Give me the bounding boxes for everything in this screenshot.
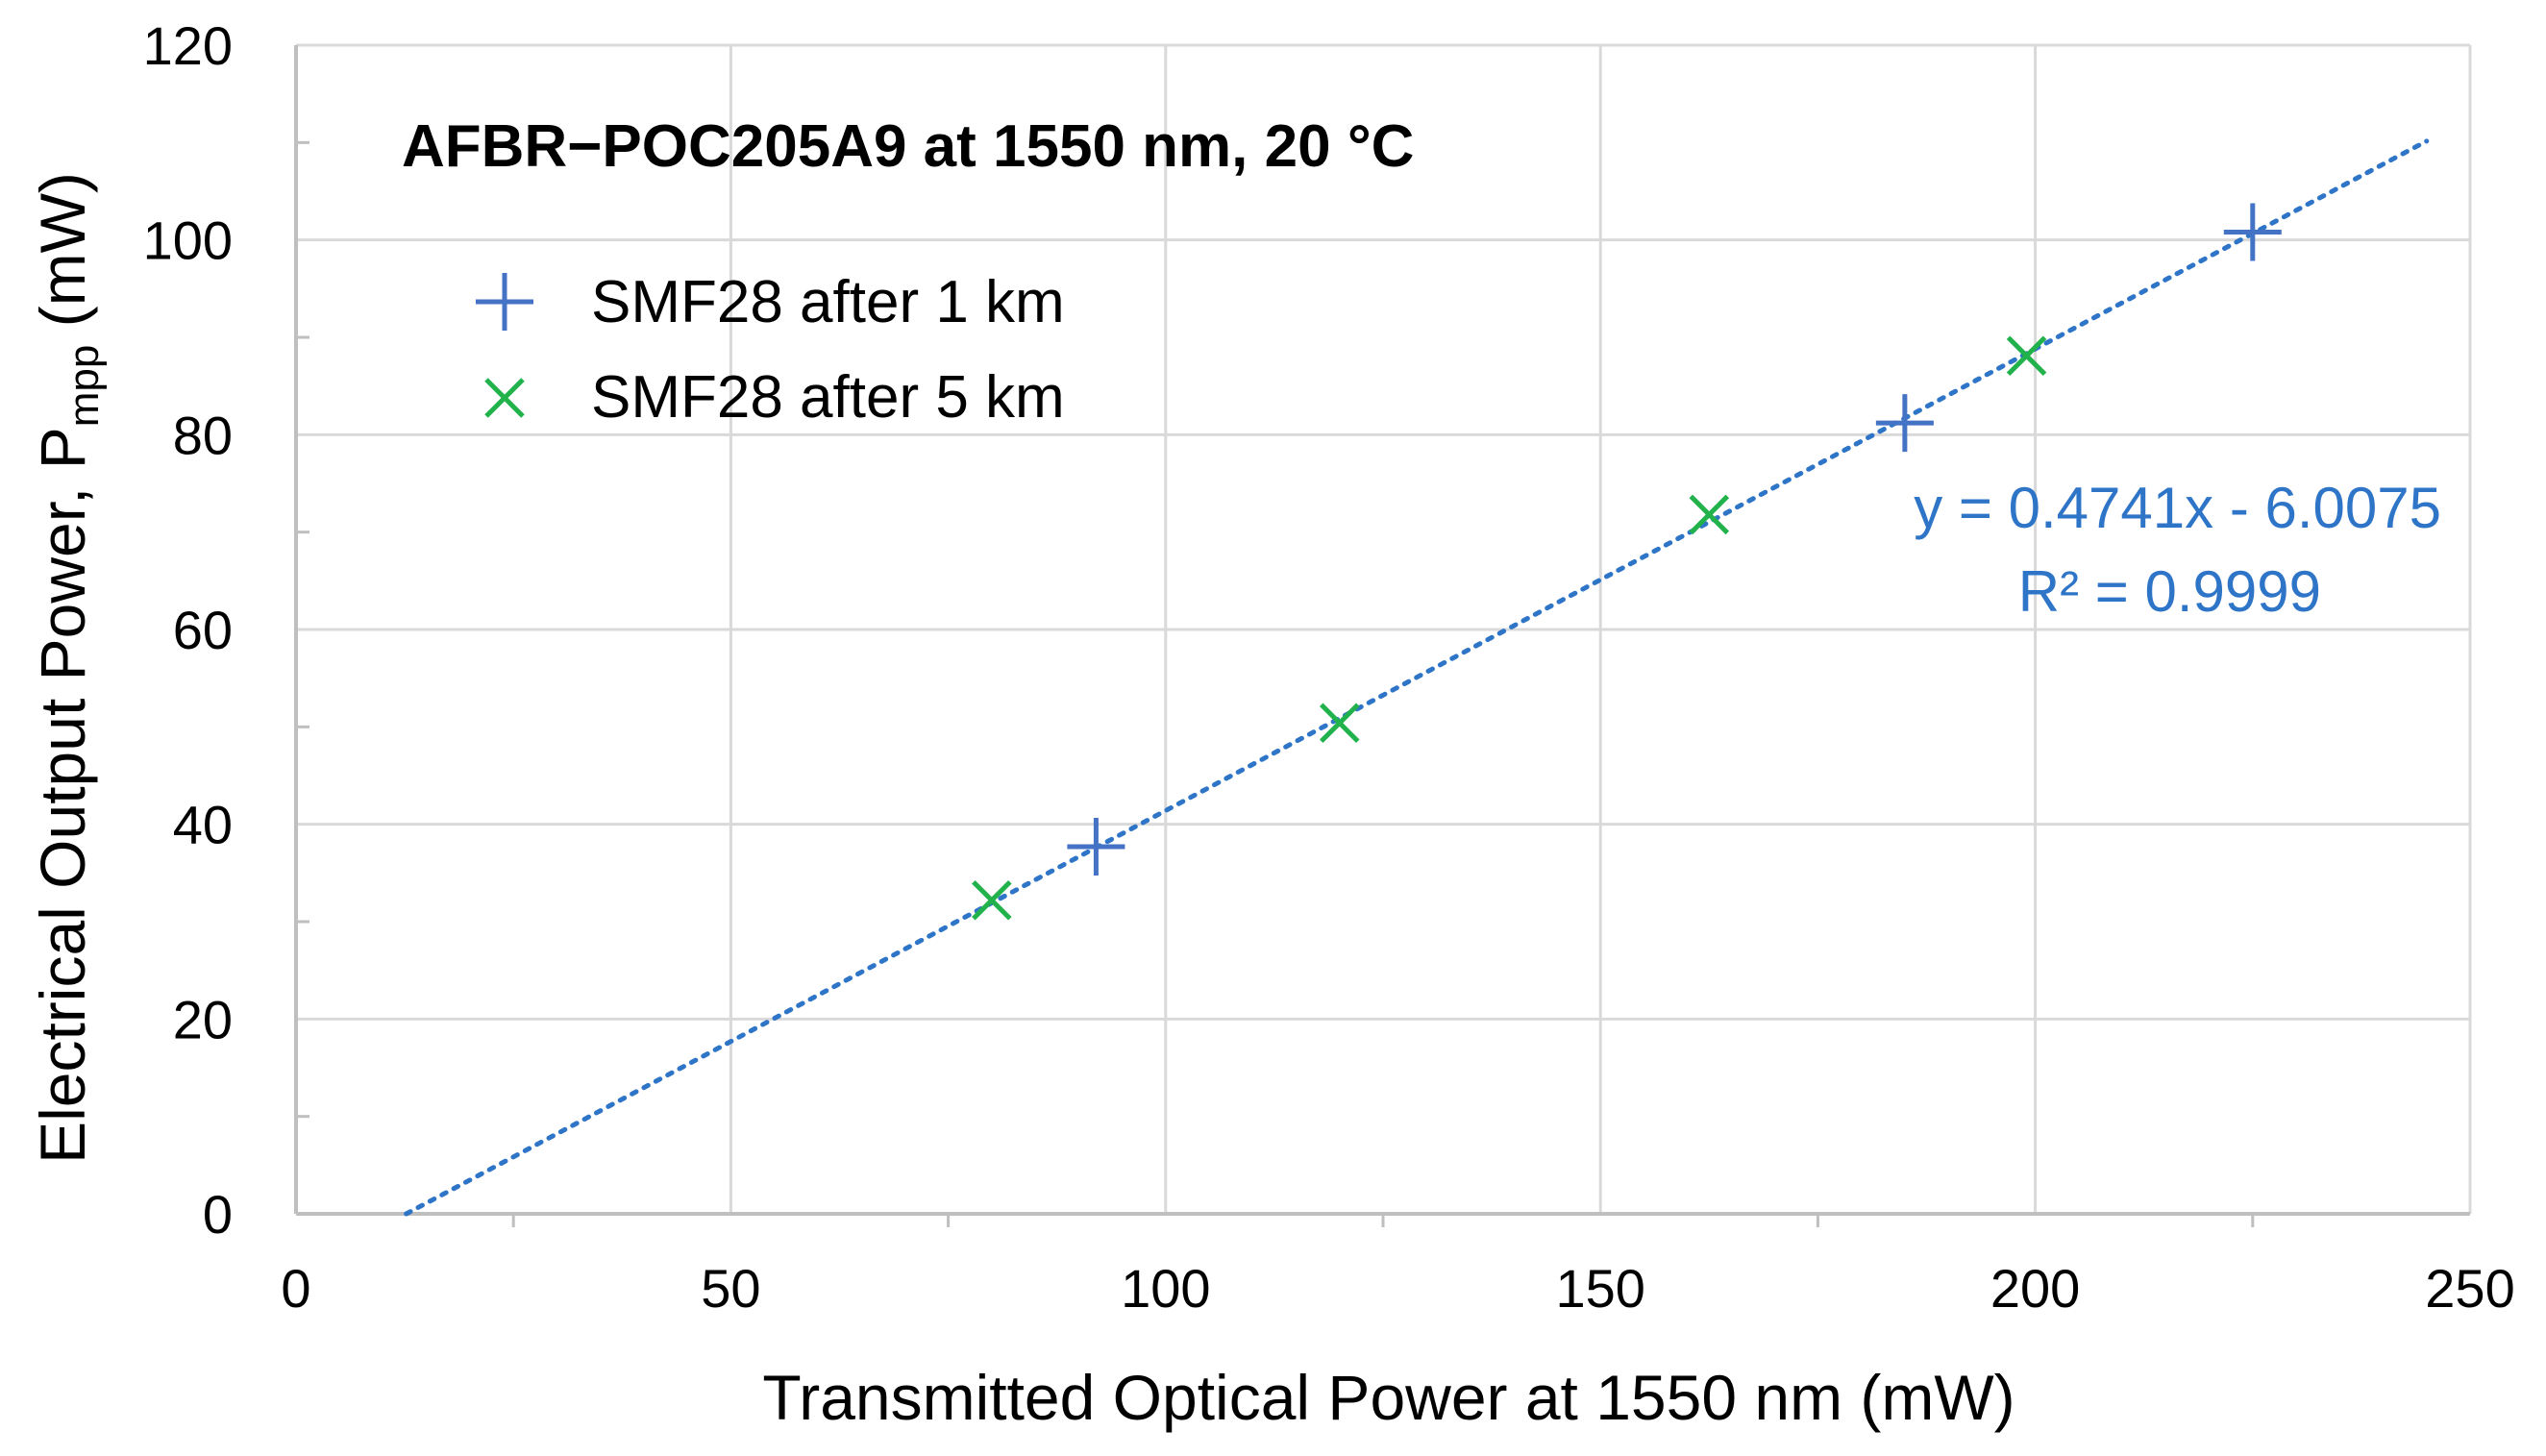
data-point-smf28-1km — [1067, 817, 1125, 876]
y-axis-title-unit: (mW) — [27, 172, 98, 345]
y-tick-label: 80 — [173, 405, 233, 465]
trendline — [404, 138, 2430, 1217]
data-markers — [972, 203, 2282, 921]
data-point-smf28-5km — [2006, 335, 2047, 377]
legend-label-smf28-5km: SMF28 after 5 km — [591, 364, 1065, 431]
legend-marker-smf28-1km — [476, 273, 533, 331]
trendline-r-squared: R² = 0.9999 — [2018, 559, 2321, 624]
marker-stroke — [2006, 335, 2047, 377]
y-tick-label: 100 — [143, 210, 233, 271]
marker-stroke — [1689, 494, 1730, 535]
x-tick-label: 100 — [1121, 1258, 1210, 1319]
legend-label-smf28-1km: SMF28 after 1 km — [591, 269, 1065, 335]
y-tick-label: 0 — [203, 1184, 233, 1245]
x-tick-label: 150 — [1555, 1258, 1644, 1319]
data-point-smf28-5km — [1689, 494, 1730, 535]
y-tick-label: 60 — [173, 600, 233, 660]
y-tick-label: 20 — [173, 989, 233, 1049]
y-tick-label: 40 — [173, 795, 233, 855]
marker-stroke — [972, 879, 1012, 921]
marker-stroke — [484, 378, 525, 418]
x-tick-label: 0 — [281, 1258, 310, 1319]
data-point-smf28-1km — [2223, 203, 2282, 261]
legend: SMF28 after 1 km SMF28 after 5 km — [476, 269, 1065, 431]
data-point-smf28-1km — [1875, 394, 1934, 453]
chart-title: AFBR−POC205A9 at 1550 nm, 20 °C — [402, 113, 1414, 180]
y-axis-title: Electrical Output Power, Pmpp (mW) — [27, 172, 108, 1164]
axes: 0 50 100 150 200 250 0 20 40 60 80 100 120 — [143, 15, 2515, 1319]
x-tick-label: 200 — [1990, 1258, 2080, 1319]
marker-stroke — [1319, 703, 1360, 744]
x-tick-label: 50 — [701, 1258, 760, 1319]
trendline-layer — [404, 138, 2430, 1217]
legend-symbol-smf28-1km — [476, 273, 533, 331]
x-tick-label: 250 — [2425, 1258, 2514, 1319]
data-point-smf28-5km — [972, 879, 1012, 921]
legend-symbol-smf28-5km — [484, 378, 525, 418]
y-axis-title-subscript: mpp — [61, 345, 108, 428]
y-axis-title-main: Electrical Output Power, P — [27, 427, 98, 1164]
y-tick-label: 120 — [143, 15, 233, 76]
trendline-equation: y = 0.4741x - 6.0075 — [1914, 476, 2441, 540]
grid-lines — [296, 43, 2472, 1214]
data-point-smf28-5km — [1319, 703, 1360, 744]
legend-marker-smf28-5km — [484, 378, 525, 418]
x-axis-title: Transmitted Optical Power at 1550 nm (mW… — [762, 1362, 2015, 1433]
